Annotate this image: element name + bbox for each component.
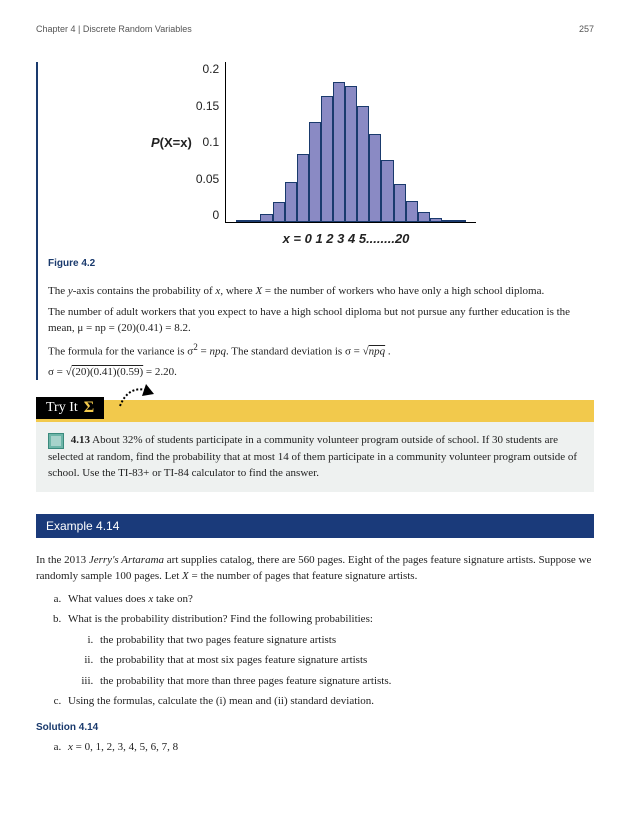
histogram-bar (357, 106, 369, 222)
header-page-number: 257 (579, 24, 594, 34)
header-left: Chapter 4 | Discrete Random Variables (36, 24, 192, 34)
histogram-bar (333, 82, 345, 222)
sigma-icon: Σ (84, 399, 94, 417)
histogram-bar (260, 214, 272, 222)
example-intro: In the 2013 Jerry's Artarama art supplie… (36, 552, 594, 585)
figure-explanation: The y-axis contains the probability of x… (48, 283, 594, 380)
histogram-bar (285, 182, 297, 222)
histogram-bar (369, 134, 381, 222)
item-b: What is the probability distribution? Fi… (64, 611, 594, 689)
chart-yticks: 0.2 0.15 0.1 0.05 0 (196, 62, 225, 222)
item-b-i: the probability that two pages feature s… (96, 632, 594, 649)
curved-arrow-icon (118, 384, 158, 412)
item-c: Using the formulas, calculate the (i) me… (64, 693, 594, 710)
item-b-iii: the probability that more than three pag… (96, 673, 594, 690)
figure-caption: Figure 4.2 (48, 258, 594, 269)
tryit-tab: Try It Σ (36, 397, 104, 419)
chart-plot-area (225, 62, 476, 223)
histogram-bar (248, 220, 260, 222)
solution-list: x = 0, 1, 2, 3, 4, 5, 6, 7, 8 (36, 739, 594, 756)
histogram-bar (418, 212, 430, 222)
solution-label: Solution 4.14 (36, 722, 594, 733)
histogram-bar (442, 220, 454, 222)
histogram-bar (406, 201, 418, 222)
solution-a: x = 0, 1, 2, 3, 4, 5, 6, 7, 8 (64, 739, 594, 756)
sublist: the probability that two pages feature s… (68, 632, 594, 690)
histogram-bar (309, 122, 321, 222)
tryit-banner: Try It Σ (36, 400, 594, 422)
para-2: The number of adult workers that you exp… (48, 304, 594, 337)
histogram-chart: P(X=x) 0.2 0.15 0.1 0.05 0 x = 0 1 2 3 4… (151, 62, 491, 246)
histogram-bar (381, 160, 393, 222)
item-b-ii: the probability that at most six pages f… (96, 652, 594, 669)
para-3: The formula for the variance is σ2 = npq… (48, 341, 594, 360)
example-body: In the 2013 Jerry's Artarama art supplie… (36, 552, 594, 756)
chart-xlabel: x = 0 1 2 3 4 5........20 (201, 231, 491, 246)
figure-section: P(X=x) 0.2 0.15 0.1 0.05 0 x = 0 1 2 3 4… (36, 62, 594, 380)
tryit-content: 4.13 About 32% of students participate i… (36, 422, 594, 492)
chart-ylabel: P(X=x) (151, 135, 192, 150)
histogram-bar (430, 218, 442, 222)
histogram-bar (297, 154, 309, 222)
page: Chapter 4 | Discrete Random Variables 25… (0, 0, 630, 785)
histogram-bar (273, 202, 285, 222)
histogram-bar (236, 220, 248, 222)
example-title-bar: Example 4.14 (36, 514, 594, 538)
histogram-bar (321, 96, 333, 222)
para-4: σ = √(20)(0.41)(0.59) = 2.20. (48, 364, 594, 381)
item-a: What values does x take on? (64, 591, 594, 608)
histogram-bar (345, 86, 357, 222)
para-1: The y-axis contains the probability of x… (48, 283, 594, 300)
example-list: What values does x take on? What is the … (36, 591, 594, 710)
histogram-bar (394, 184, 406, 222)
calculator-icon (48, 433, 64, 449)
histogram-bar (454, 220, 466, 222)
page-header: Chapter 4 | Discrete Random Variables 25… (36, 24, 594, 34)
